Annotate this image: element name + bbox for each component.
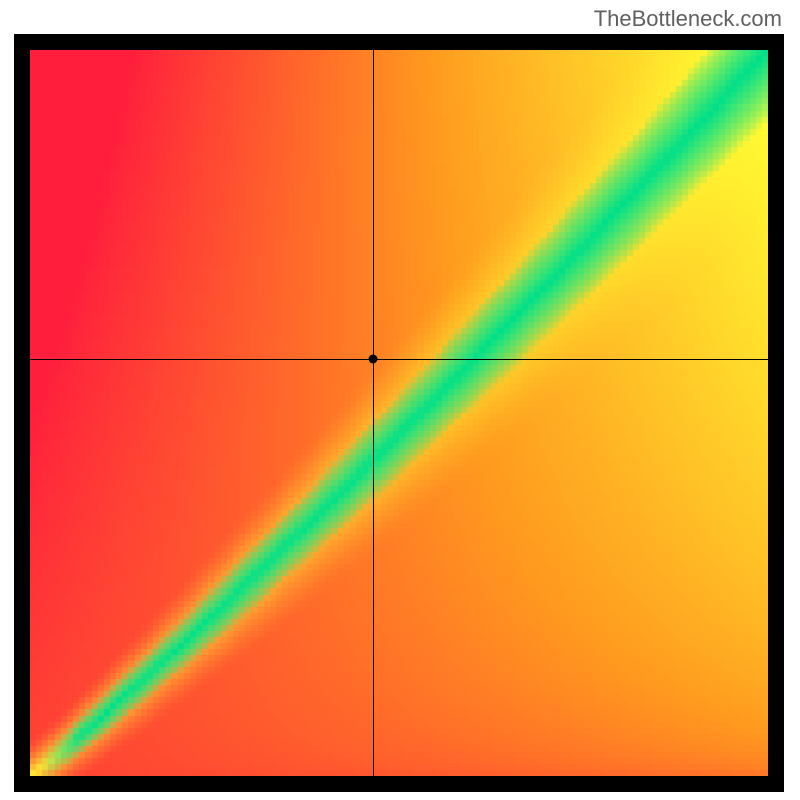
heatmap-canvas <box>30 50 768 776</box>
marker-dot <box>369 354 378 363</box>
crosshair-horizontal <box>30 359 768 360</box>
heatmap-plot <box>30 50 768 776</box>
root: TheBottleneck.com <box>0 0 800 800</box>
chart-frame <box>14 34 784 792</box>
crosshair-vertical <box>373 50 374 776</box>
watermark-text: TheBottleneck.com <box>594 6 782 32</box>
